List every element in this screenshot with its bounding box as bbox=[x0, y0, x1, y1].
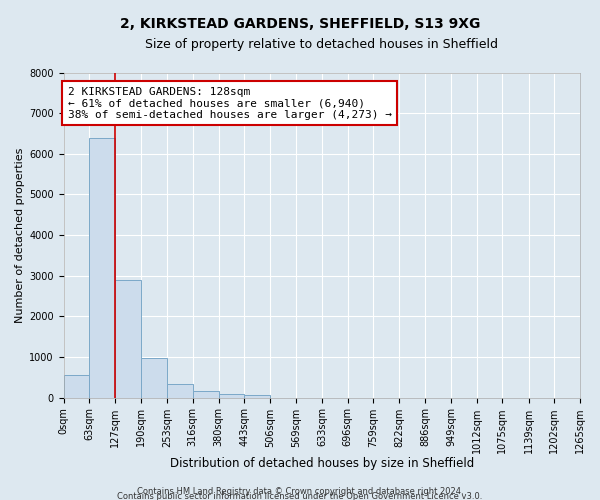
Bar bbox=[64, 376, 89, 398]
X-axis label: Distribution of detached houses by size in Sheffield: Distribution of detached houses by size … bbox=[170, 457, 474, 470]
Text: Contains public sector information licensed under the Open Government Licence v3: Contains public sector information licen… bbox=[118, 492, 482, 500]
Bar bbox=[167, 384, 193, 398]
Bar bbox=[89, 138, 115, 398]
Bar bbox=[244, 396, 270, 398]
Bar bbox=[115, 280, 141, 398]
Text: Contains HM Land Registry data © Crown copyright and database right 2024.: Contains HM Land Registry data © Crown c… bbox=[137, 486, 463, 496]
Bar bbox=[141, 358, 167, 398]
Title: Size of property relative to detached houses in Sheffield: Size of property relative to detached ho… bbox=[145, 38, 498, 51]
Bar bbox=[193, 392, 218, 398]
Text: 2, KIRKSTEAD GARDENS, SHEFFIELD, S13 9XG: 2, KIRKSTEAD GARDENS, SHEFFIELD, S13 9XG bbox=[120, 18, 480, 32]
Text: 2 KIRKSTEAD GARDENS: 128sqm
← 61% of detached houses are smaller (6,940)
38% of : 2 KIRKSTEAD GARDENS: 128sqm ← 61% of det… bbox=[68, 86, 392, 120]
Bar bbox=[218, 394, 244, 398]
Y-axis label: Number of detached properties: Number of detached properties bbox=[15, 148, 25, 322]
